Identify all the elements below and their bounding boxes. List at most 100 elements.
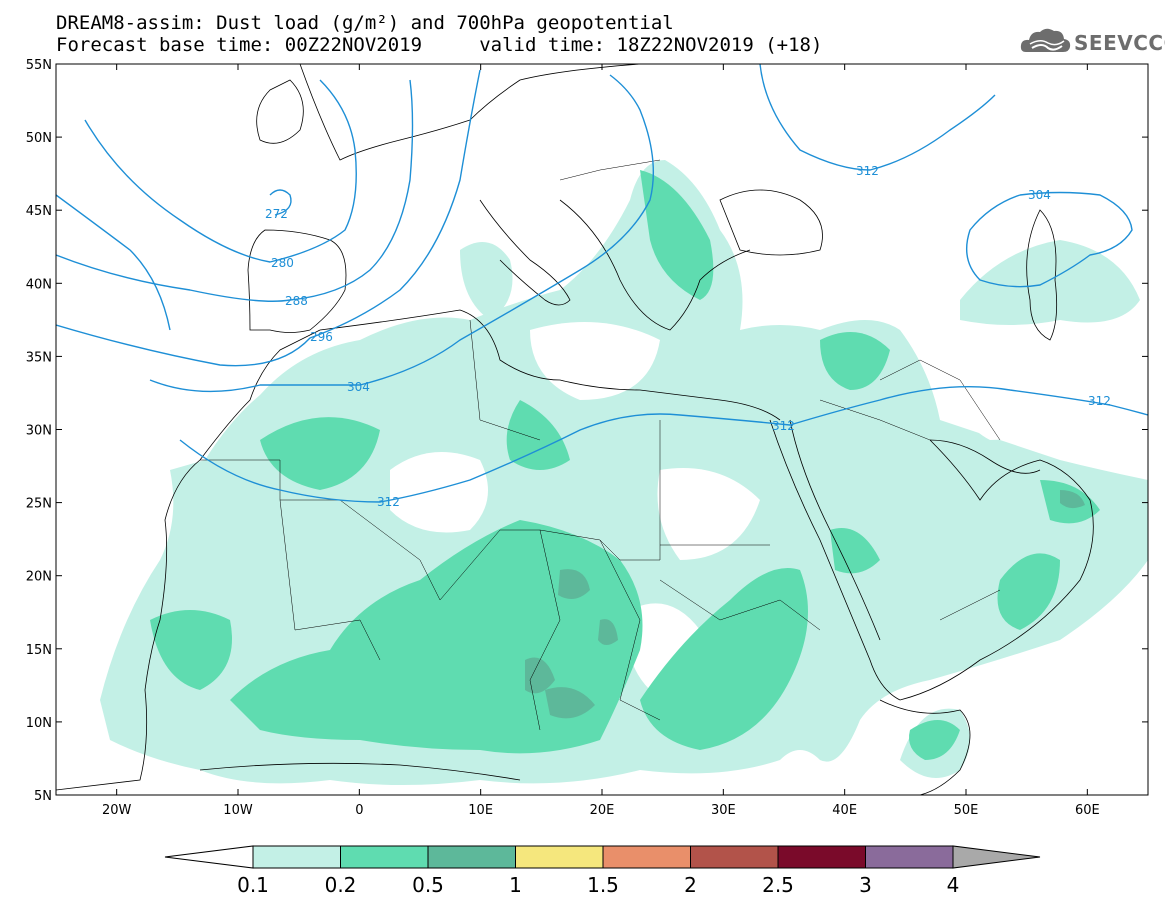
dust-area-mid [260, 417, 380, 490]
contour-line-296 [56, 69, 481, 367]
border [819, 399, 931, 441]
lat-tick-label: 20N [26, 570, 52, 585]
border [879, 359, 1001, 441]
colorbar-swatch [515, 845, 604, 869]
dust-area-high [545, 687, 595, 719]
lat-tick-label: 40N [26, 277, 52, 292]
contour-label: 272 [265, 207, 288, 221]
dust-area-mid [820, 332, 890, 390]
colorbar-label: 3 [859, 873, 872, 897]
lon-tick-label: 10E [468, 803, 493, 818]
contour-label: 312 [772, 419, 795, 433]
lat-tick-label: 35N [26, 350, 52, 365]
dust-gap [390, 452, 488, 533]
dust-gap [657, 468, 760, 560]
colorbar-label: 4 [947, 873, 960, 897]
coastline-north-europe [299, 64, 641, 161]
lon-tick-label: 60E [1075, 803, 1100, 818]
coastline-iberia [247, 229, 347, 333]
lat-tick-label: 30N [26, 424, 52, 439]
contour-line-304-east [966, 191, 1133, 288]
lon-tick-label: 10W [223, 803, 253, 818]
contour-line-280 [84, 79, 357, 263]
dust-gap [958, 357, 1060, 440]
coastline-gulf-guinea [199, 762, 521, 781]
coastline-balkans-greece [559, 199, 751, 331]
dust-area-mid [640, 568, 808, 750]
lat-tick-label: 5N [34, 789, 52, 804]
dust-area-mid [230, 520, 643, 754]
colorbar-swatch [690, 845, 779, 869]
logo-text: SEEVCCC [1074, 31, 1165, 55]
lon-tick-label: 20E [590, 803, 615, 818]
longitude-axis: 20W 10W 0 10E 20E 30E 40E 50E 60E [102, 64, 1100, 818]
border [659, 579, 821, 631]
lon-tick-label: 40E [832, 803, 857, 818]
coastline-britain [256, 79, 304, 144]
dust-area-mid [909, 720, 960, 760]
dust-area-mid [150, 610, 232, 690]
coastline-north-africa [319, 309, 781, 421]
lat-tick-label: 45N [26, 204, 52, 219]
contour-labels: 272 280 288 296 304 312 312 312 312 304 [265, 164, 1111, 509]
coastline-caspian [1026, 209, 1058, 341]
dust-area-light [460, 242, 513, 320]
colorbar-swatch [865, 845, 954, 869]
coastline-black-sea [719, 189, 823, 256]
dust-area-high [1060, 490, 1085, 509]
geopotential-contours [56, 64, 1148, 503]
forecast-time-subtitle: Forecast base time: 00Z22NOV2019 valid t… [56, 34, 823, 56]
contour-label: 312 [1088, 394, 1111, 408]
contour-line-272 [269, 189, 292, 216]
colorbar-swatch [252, 845, 341, 869]
colorbar-over-arrow [952, 845, 1041, 869]
seevccc-logo: SEEVCCC [1018, 22, 1165, 62]
lat-tick-label: 10N [26, 716, 52, 731]
contour-line-312 [179, 385, 1148, 503]
border [939, 589, 1001, 621]
colorbar-swatch [602, 845, 691, 869]
lat-tick-label: 25N [26, 497, 52, 512]
contour-label: 312 [856, 164, 879, 178]
contour-label: 304 [347, 380, 370, 394]
lat-tick-label: 55N [26, 58, 52, 73]
colorbar-label: 2 [684, 873, 697, 897]
coastline-horn-africa [879, 699, 971, 795]
lon-tick-label: 50E [954, 803, 979, 818]
dust-area-high [598, 619, 618, 645]
colorbar-swatch [340, 845, 429, 869]
dust-area-mid [997, 553, 1060, 630]
dust-area-mid [506, 400, 570, 470]
dust-area-high [558, 569, 590, 599]
contour-label: 304 [1028, 188, 1051, 202]
lon-tick-label: 0 [355, 803, 363, 818]
colorbar-under-arrow [164, 845, 254, 869]
chart-title: DREAM8-assim: Dust load (g/m²) and 700hP… [56, 12, 674, 34]
colorbar-swatch [777, 845, 866, 869]
lat-tick-label: 50N [26, 131, 52, 146]
dust-area-mid [830, 528, 880, 574]
contour-line-312-north [759, 64, 996, 171]
colorbar-label: 0.5 [412, 873, 444, 897]
coastlines [56, 64, 1094, 795]
dust-fields [100, 160, 1148, 785]
lat-tick-label: 15N [26, 643, 52, 658]
colorbar-label: 1 [509, 873, 522, 897]
contour-label: 296 [310, 330, 333, 344]
contour-label: 312 [377, 495, 400, 509]
dust-area-light [960, 240, 1140, 325]
dust-area-mid [640, 170, 714, 300]
contour-label: 280 [271, 256, 294, 270]
lon-tick-label: 30E [711, 803, 736, 818]
border [469, 319, 541, 441]
contour-label: 288 [285, 294, 308, 308]
border [500, 420, 661, 561]
colorbar-label: 0.1 [237, 873, 269, 897]
colorbar-swatch [427, 845, 516, 869]
coastline-persian-gulf [929, 439, 1041, 474]
contour-line-288 [56, 79, 414, 302]
coastline-italy [479, 199, 571, 306]
border [559, 159, 661, 181]
coastline-red-sea [769, 419, 901, 701]
